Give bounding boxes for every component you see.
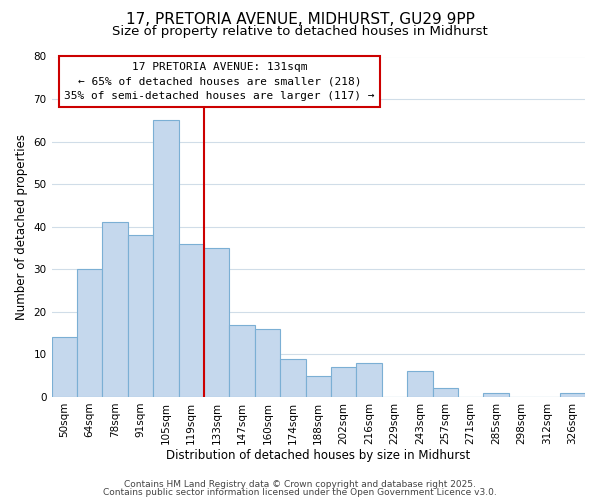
Y-axis label: Number of detached properties: Number of detached properties (15, 134, 28, 320)
Bar (407, 372, 433, 397)
Bar (229, 324, 255, 397)
Bar (179, 244, 204, 397)
Bar (153, 120, 179, 397)
Text: Contains public sector information licensed under the Open Government Licence v3: Contains public sector information licen… (103, 488, 497, 497)
Bar (103, 222, 128, 397)
Bar (77, 270, 103, 397)
Text: Contains HM Land Registry data © Crown copyright and database right 2025.: Contains HM Land Registry data © Crown c… (124, 480, 476, 489)
Bar (128, 235, 153, 397)
Bar (52, 338, 77, 397)
Bar (484, 392, 509, 397)
Text: Size of property relative to detached houses in Midhurst: Size of property relative to detached ho… (112, 25, 488, 38)
X-axis label: Distribution of detached houses by size in Midhurst: Distribution of detached houses by size … (166, 450, 470, 462)
Bar (280, 358, 305, 397)
Bar (305, 376, 331, 397)
Bar (204, 248, 229, 397)
Bar (356, 363, 382, 397)
Bar (433, 388, 458, 397)
Bar (560, 392, 585, 397)
Bar (255, 329, 280, 397)
Text: 17, PRETORIA AVENUE, MIDHURST, GU29 9PP: 17, PRETORIA AVENUE, MIDHURST, GU29 9PP (125, 12, 475, 28)
Text: 17 PRETORIA AVENUE: 131sqm
← 65% of detached houses are smaller (218)
35% of sem: 17 PRETORIA AVENUE: 131sqm ← 65% of deta… (64, 62, 375, 101)
Bar (331, 367, 356, 397)
